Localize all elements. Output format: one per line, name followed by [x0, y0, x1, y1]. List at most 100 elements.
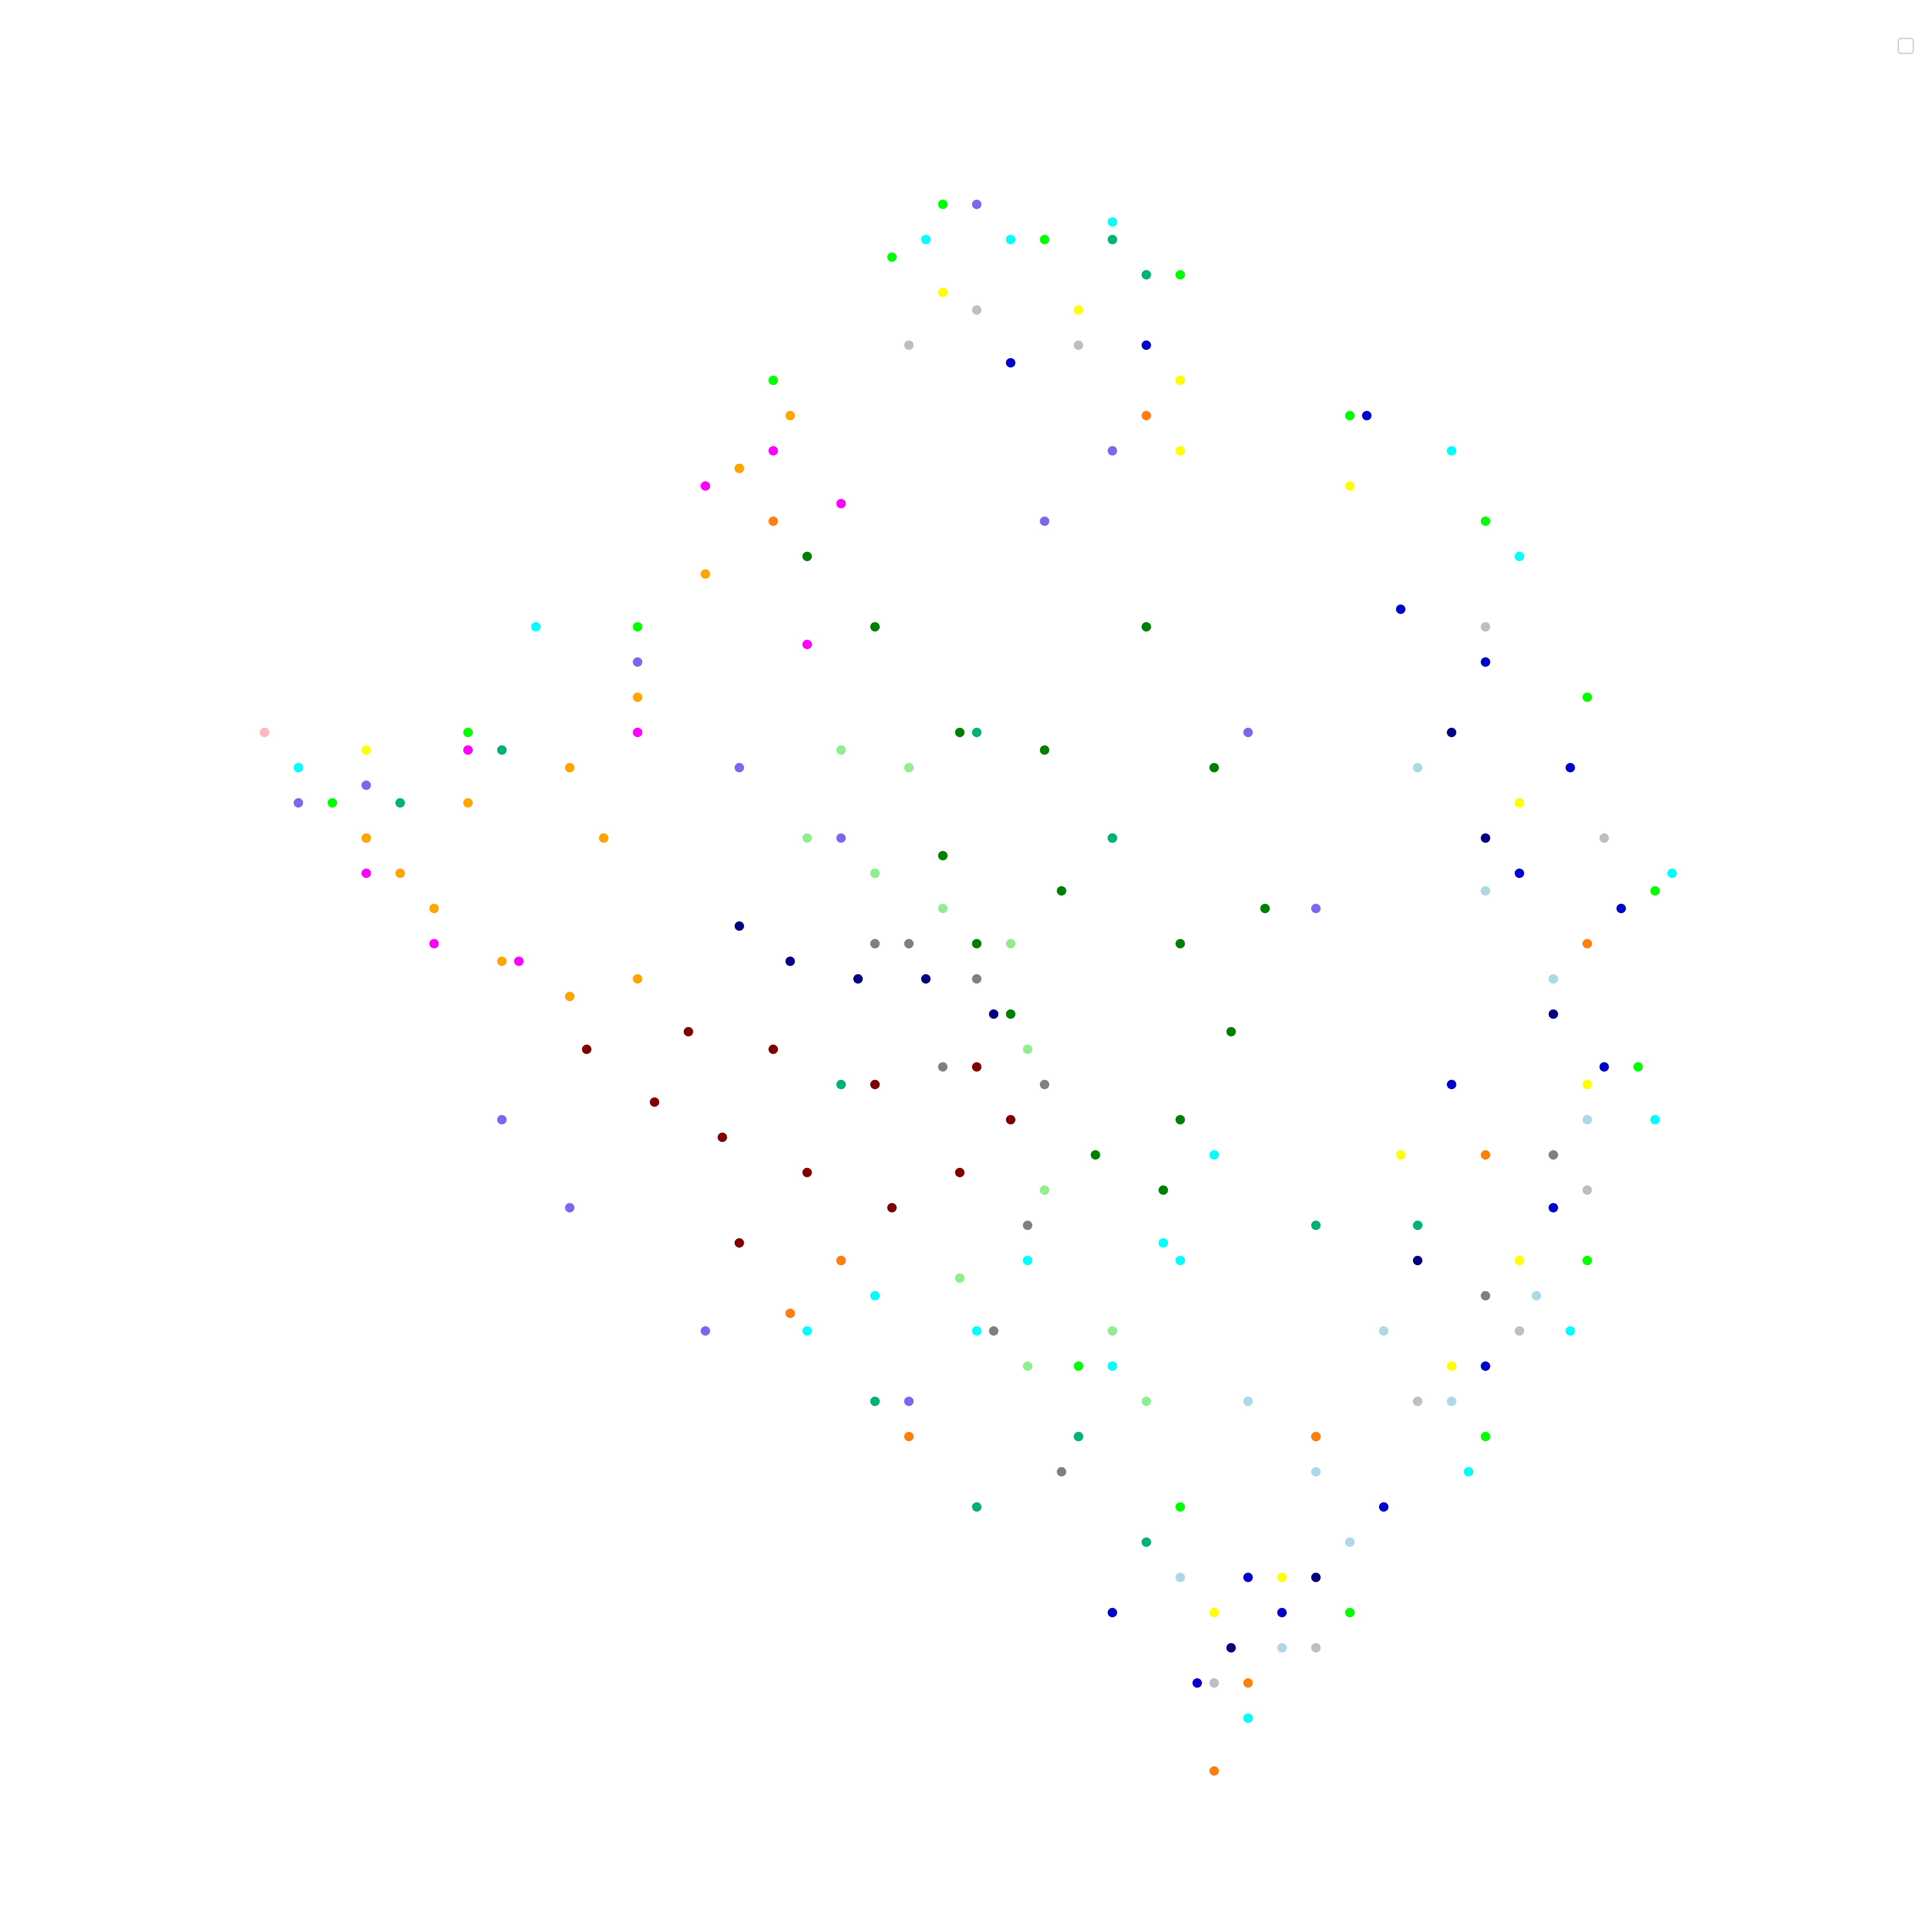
- point-seagreen-2: [870, 1397, 880, 1406]
- point-magenta-1: [429, 939, 439, 948]
- point-slateblue-3: [565, 1203, 574, 1212]
- point-darkorange-6: [1209, 1766, 1219, 1776]
- point-lightgreen-0: [802, 833, 812, 843]
- point-silver-1: [972, 305, 981, 315]
- point-navy-0: [735, 921, 744, 931]
- point-yellow-1: [1074, 305, 1083, 315]
- point-gray-10: [1481, 1291, 1490, 1300]
- point-lime-18: [887, 252, 897, 262]
- point-darkgreen-16: [1260, 904, 1270, 913]
- point-cyan-18: [1209, 1150, 1219, 1160]
- point-gray-2: [1040, 1080, 1049, 1089]
- point-lime-9: [1481, 1432, 1490, 1441]
- point-maroon-10: [683, 1027, 693, 1036]
- point-yellow-3: [1345, 481, 1355, 491]
- point-seagreen-5: [1142, 1537, 1151, 1547]
- point-lightblue-5: [1447, 1397, 1456, 1406]
- point-maroon-6: [1006, 1115, 1015, 1124]
- series-slateblue: [294, 200, 1321, 1406]
- series-lime: [328, 200, 1660, 1723]
- series-lightblue: [1176, 763, 1592, 1653]
- point-silver-10: [1515, 1326, 1524, 1336]
- point-darkgreen-5: [1176, 1115, 1185, 1124]
- point-seagreen-10: [395, 798, 405, 808]
- point-lime-10: [1345, 1608, 1355, 1617]
- point-darkorange-1: [836, 1256, 846, 1265]
- point-navy-8: [1311, 1573, 1321, 1582]
- point-cyan-2: [1108, 217, 1117, 227]
- point-darkgreen-9: [870, 622, 880, 632]
- point-maroon-2: [717, 1133, 727, 1142]
- point-cyan-0: [921, 235, 931, 244]
- series-magenta: [361, 446, 846, 966]
- point-cyan-4: [1515, 552, 1524, 561]
- point-darkgreen-3: [1176, 939, 1185, 948]
- point-lime-7: [1633, 1062, 1643, 1072]
- point-seagreen-3: [972, 1502, 981, 1512]
- point-orange-0: [361, 833, 371, 843]
- point-blue-14: [1243, 1573, 1253, 1582]
- point-darkorange-4: [1311, 1432, 1321, 1441]
- point-silver-2: [1074, 340, 1083, 350]
- point-magenta-2: [514, 957, 524, 966]
- point-lightblue-6: [1345, 1537, 1355, 1547]
- point-lime-15: [463, 728, 473, 737]
- point-cyan-5: [1667, 869, 1677, 878]
- point-navy-7: [1413, 1256, 1422, 1265]
- point-seagreen-12: [1413, 1221, 1422, 1230]
- point-slateblue-13: [1243, 728, 1253, 737]
- point-slateblue-2: [497, 1115, 507, 1124]
- point-orange-8: [735, 464, 744, 473]
- point-orange-6: [633, 693, 642, 702]
- point-lime-5: [1583, 693, 1592, 702]
- point-orange-5: [599, 833, 608, 843]
- series-seagreen: [395, 235, 1422, 1547]
- point-orange-4: [633, 974, 642, 984]
- point-cyan-15: [802, 1326, 812, 1336]
- point-darkgreen-10: [802, 552, 812, 561]
- point-maroon-8: [870, 1080, 880, 1089]
- point-silver-4: [1481, 622, 1490, 632]
- series-darkorange: [769, 411, 1592, 1776]
- point-slateblue-9: [836, 833, 846, 843]
- point-yellow-12: [1396, 1150, 1406, 1160]
- point-seagreen-11: [1311, 1221, 1321, 1230]
- point-lime-13: [1074, 1361, 1083, 1371]
- point-blue-15: [1108, 1608, 1117, 1617]
- point-lightblue-10: [1176, 1573, 1185, 1582]
- point-gray-4: [989, 1326, 999, 1336]
- point-seagreen-4: [1074, 1432, 1083, 1441]
- point-lightblue-8: [1379, 1326, 1388, 1336]
- series-navy: [735, 728, 1558, 1653]
- point-darkgreen-12: [1142, 622, 1151, 632]
- point-lightblue-0: [1413, 763, 1422, 772]
- point-lightblue-7: [1277, 1643, 1287, 1653]
- point-lightgreen-3: [1006, 939, 1015, 948]
- point-silver-9: [1209, 1678, 1219, 1688]
- point-lime-12: [1176, 1502, 1185, 1512]
- point-lightblue-11: [1243, 1397, 1253, 1406]
- point-darkorange-0: [904, 1432, 914, 1441]
- point-blue-13: [1362, 411, 1372, 420]
- point-maroon-7: [972, 1062, 981, 1072]
- point-darkgreen-6: [1091, 1150, 1100, 1160]
- point-darkorange-3: [1142, 411, 1151, 420]
- point-lightblue-9: [1311, 1467, 1321, 1476]
- point-slateblue-5: [904, 1397, 914, 1406]
- point-darkgreen-0: [955, 728, 965, 737]
- point-yellow-11: [1176, 446, 1185, 456]
- point-orange-2: [497, 957, 507, 966]
- point-blue-12: [1515, 869, 1524, 878]
- series-lightgreen: [802, 745, 1151, 1441]
- point-lime-0: [938, 200, 948, 209]
- point-orange-7: [701, 569, 710, 579]
- legend-box: [1898, 38, 1914, 54]
- point-seagreen-8: [1108, 833, 1117, 843]
- point-blue-11: [1447, 1080, 1456, 1089]
- point-cyan-6: [1650, 1115, 1660, 1124]
- point-darkorange-9: [785, 1309, 795, 1318]
- point-lightgreen-10: [1108, 1326, 1117, 1336]
- point-darkorange-8: [1583, 939, 1592, 948]
- series-orange: [361, 411, 795, 1001]
